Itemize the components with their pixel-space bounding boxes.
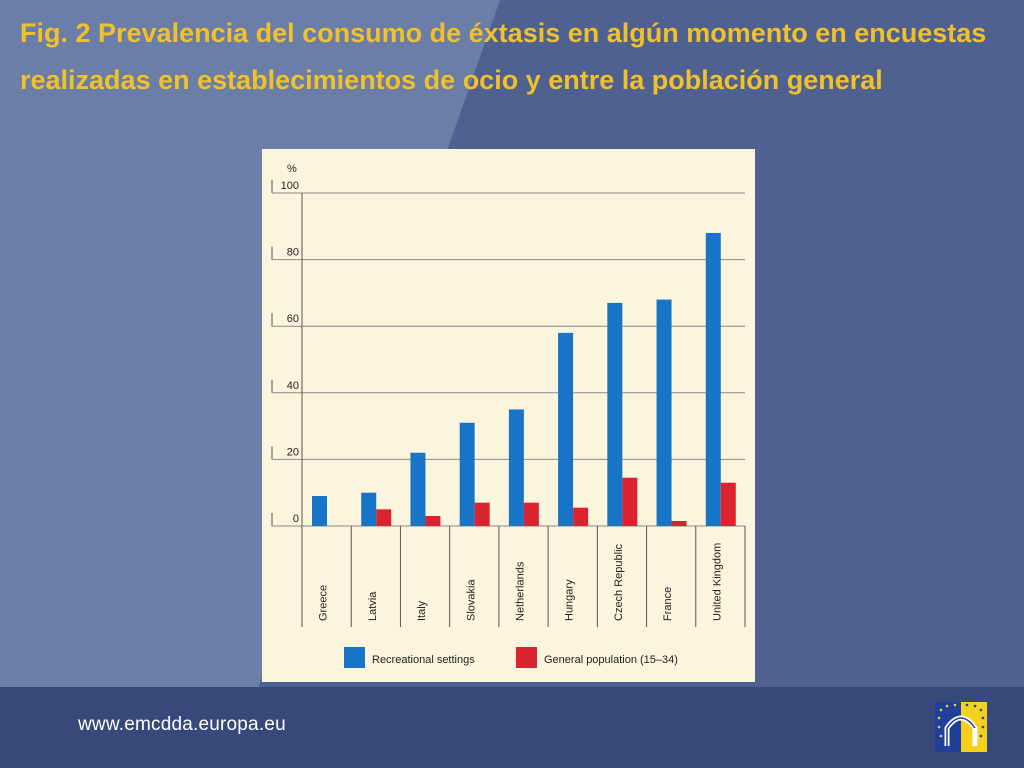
y-tick-label: 40 <box>287 380 299 392</box>
x-tick-label: Italy <box>416 600 428 621</box>
x-tick-label: Hungary <box>564 579 576 621</box>
bar-general-united-kingdom <box>720 482 736 526</box>
footer-url[interactable]: www.emcdda.europa.eu <box>78 714 286 735</box>
bar-recreational-greece <box>312 496 327 526</box>
chart-panel: % 0 20 40 60 80 100 Greece Latvia Italy Slovakia N… <box>262 149 755 682</box>
bar-recreational-netherlands <box>508 409 524 526</box>
x-tick-label: France <box>662 587 674 621</box>
legend-swatch <box>516 647 537 668</box>
legend-label: Recreational settings <box>372 654 475 666</box>
emcdda-eu-logo-icon <box>935 702 987 752</box>
x-tick-label: United Kingdom <box>711 543 723 621</box>
bar-general-hungary <box>573 507 589 526</box>
bar-recreational-czech-republic <box>607 302 623 526</box>
x-tick-label: Greece <box>318 585 330 621</box>
bar-general-latvia <box>376 509 392 526</box>
bar-recreational-united-kingdom <box>705 232 721 526</box>
legend: Recreational settings General population … <box>344 647 678 668</box>
chart: % 0 20 40 60 80 100 Greece Latvia Italy Slovakia N… <box>271 163 746 668</box>
x-tick-label: Slovakia <box>465 579 477 621</box>
grid-layer: % 0 20 40 60 80 100 <box>271 163 745 527</box>
bar-general-czech-republic <box>622 477 638 526</box>
x-axis-layer: Greece Latvia Italy Slovakia Netherlands Hung… <box>301 526 746 627</box>
x-tick-label: Netherlands <box>515 561 527 621</box>
y-axis-label: % <box>287 163 297 175</box>
bar-recreational-slovakia <box>459 422 475 526</box>
bar-recreational-hungary <box>558 332 574 526</box>
footer-bar <box>0 687 1024 768</box>
y-tick-label: 20 <box>287 446 299 458</box>
bar-general-netherlands <box>523 502 539 526</box>
bar-recreational-italy <box>410 452 426 526</box>
legend-label: General population (15–34) <box>544 654 678 666</box>
slide-title: Fig. 2 Prevalencia del consumo de éxtasi… <box>20 18 987 95</box>
bar-general-france <box>671 521 687 526</box>
bar-general-slovakia <box>474 502 490 526</box>
bars-layer <box>312 232 736 526</box>
y-tick-label: 80 <box>287 247 299 259</box>
y-tick-label: 60 <box>287 313 299 325</box>
bar-general-italy <box>425 516 441 526</box>
y-tick-label: 100 <box>281 180 299 192</box>
x-tick-label: Latvia <box>367 591 379 621</box>
x-tick-label: Czech Republic <box>613 543 625 621</box>
legend-swatch <box>344 647 365 668</box>
bar-recreational-france <box>656 299 672 526</box>
y-tick-label: 0 <box>293 513 299 525</box>
bar-recreational-latvia <box>361 492 377 526</box>
